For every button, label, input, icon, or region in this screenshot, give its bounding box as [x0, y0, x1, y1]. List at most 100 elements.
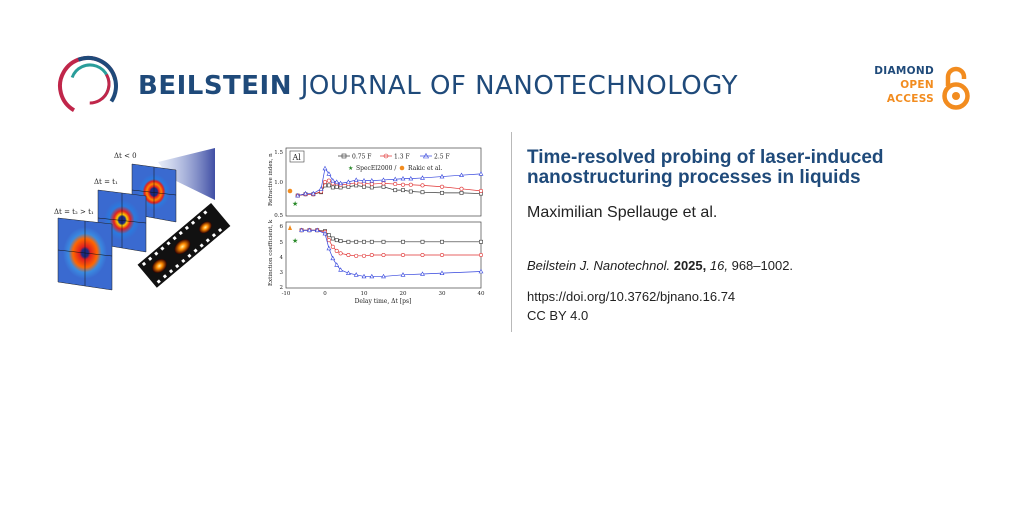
- xtick-10: 10: [361, 291, 368, 297]
- bottom-series-layer: [299, 227, 484, 279]
- legend-25: 2.5 F: [434, 154, 450, 161]
- top-ytick-10: 1.0: [274, 180, 283, 186]
- data-point-n-1-15: [400, 182, 405, 187]
- citation-volume: 16,: [709, 258, 728, 273]
- data-point-n-2-20: [478, 171, 484, 176]
- panel-tag: Al: [292, 153, 302, 162]
- data-point-n-2-7: [334, 179, 340, 184]
- open-access-lock-icon: [942, 66, 970, 110]
- data-point-k-2-0: [299, 227, 305, 233]
- data-point-n-2-15: [400, 175, 406, 181]
- data-point-n-1-12: [369, 182, 374, 187]
- data-point-n-2-0: [295, 192, 301, 198]
- data-point-k-2-5: [330, 255, 336, 261]
- badge-line-open: OPEN: [900, 79, 934, 91]
- data-point-k-2-6: [334, 262, 340, 267]
- data-point-k-1-15: [439, 253, 444, 258]
- data-point-n-2-19: [459, 172, 464, 177]
- data-point-n-2-12: [369, 178, 375, 183]
- data-point-n-0-13: [381, 184, 386, 189]
- data-point-k-2-8: [345, 270, 351, 275]
- data-point-k-1-8: [346, 253, 351, 258]
- data-point-k-0-7: [338, 239, 343, 243]
- probe-beam: [158, 148, 215, 200]
- data-point-n-2-16: [408, 175, 414, 181]
- data-point-k-0-11: [369, 239, 374, 244]
- citation-year: 2025,: [673, 258, 707, 273]
- legend-specel: SpecEl2000 /: [356, 165, 397, 172]
- chart-xlabel: Delay time, Δt [ps]: [355, 298, 412, 305]
- label-dt-t1: Δt = t₁: [94, 178, 118, 186]
- data-point-k-1-9: [354, 253, 359, 258]
- data-point-k-0-13: [401, 239, 405, 244]
- data-point-k-0-4: [326, 233, 331, 238]
- xtick-20: 20: [400, 291, 407, 297]
- legend-rakic: Rakic et al.: [408, 165, 442, 172]
- data-point-n-2-14: [392, 176, 398, 182]
- citation-journal: Beilstein J. Nanotechnol.: [527, 258, 671, 273]
- data-point-k-1-12: [381, 253, 386, 258]
- data-point-n-0-11: [362, 184, 366, 189]
- xtick-40: 40: [478, 291, 485, 297]
- bottom-ytick-2: 2: [280, 285, 284, 291]
- data-point-k-2-12: [381, 273, 386, 279]
- data-point-k-1-5: [330, 244, 335, 249]
- data-point-k-2-15: [439, 270, 445, 275]
- data-point-k-1-10: [361, 253, 366, 258]
- data-point-k-0-16: [479, 239, 483, 244]
- data-point-n-0-17: [420, 190, 425, 195]
- data-point-k-0-8: [346, 239, 351, 244]
- data-point-n-2-6: [330, 178, 336, 183]
- data-point-k-1-6: [334, 248, 339, 253]
- diamond-open-access-badge: DIAMOND OPEN ACCESS: [872, 64, 972, 110]
- data-point-n-0-16: [408, 189, 413, 194]
- journal-name-rest: JOURNAL OF NANOTECHNOLOGY: [300, 71, 738, 101]
- bottom-ytick-5: 5: [280, 240, 284, 246]
- vertical-divider: [511, 132, 512, 332]
- data-point-n-0-12: [369, 185, 374, 190]
- data-point-n-2-18: [439, 173, 445, 179]
- journal-name: BEILSTEIN JOURNAL OF NANOTECHNOLOGY: [138, 71, 738, 101]
- data-point-k-0-5: [330, 236, 335, 241]
- data-point-n-2-1: [303, 190, 308, 196]
- data-point-n-2-17: [420, 175, 425, 180]
- data-point-n-0-5: [326, 183, 331, 188]
- data-point-k-0-10: [362, 239, 366, 244]
- data-point-k-2-16: [478, 268, 484, 274]
- data-point-k-1-13: [400, 253, 405, 258]
- graphical-abstract: Δt < 0 Δt = t₁ Δt = t₂ > t₁: [54, 147, 485, 305]
- data-point-k-2-13: [400, 272, 406, 277]
- article-title[interactable]: Time-resolved probing of laser-induced n…: [527, 147, 884, 188]
- data-point-k-1-14: [420, 253, 425, 258]
- data-point-k-2-4: [326, 245, 332, 251]
- data-point-k-2-11: [369, 273, 375, 279]
- ref-mark-bottom: [288, 225, 292, 230]
- data-point-n-2-9: [345, 179, 351, 184]
- article-doi-link[interactable]: https://doi.org/10.3762/bjnano.16.74: [527, 289, 736, 304]
- badge-line-access: ACCESS: [886, 93, 934, 105]
- article-citation: Beilstein J. Nanotechnol. 2025, 16, 968–…: [527, 258, 793, 273]
- journal-name-bold: BEILSTEIN: [138, 71, 292, 101]
- chart-legend: 0.75 F 1.3 F 2.5 F ★ SpecEl2000 / Rakic …: [338, 152, 450, 172]
- data-point-n-2-3: [318, 186, 324, 191]
- label-dt-t2: Δt = t₂ > t₁: [54, 208, 94, 216]
- bottom-ytick-4: 4: [280, 255, 284, 261]
- data-point-n-0-14: [393, 188, 398, 193]
- data-point-k-1-4: [326, 238, 331, 243]
- data-point-k-2-2: [314, 227, 320, 233]
- data-point-n-1-18: [439, 184, 444, 189]
- top-ytick-15: 1.5: [274, 150, 283, 156]
- data-point-k-0-15: [440, 239, 444, 244]
- data-point-n-2-2: [310, 190, 316, 196]
- data-point-n-2-13: [381, 177, 386, 182]
- data-point-n-1-19: [459, 186, 464, 191]
- ref-dot-top: [287, 188, 293, 194]
- citation-pages: 968–1002.: [731, 258, 794, 273]
- data-point-n-1-4: [322, 179, 327, 184]
- xtick-30: 30: [439, 291, 446, 297]
- data-point-n-1-5: [326, 178, 331, 183]
- label-dt-negative: Δt < 0: [114, 152, 137, 160]
- data-point-k-2-3: [322, 230, 328, 236]
- data-point-n-2-11: [361, 178, 367, 183]
- data-point-k-2-9: [353, 272, 359, 277]
